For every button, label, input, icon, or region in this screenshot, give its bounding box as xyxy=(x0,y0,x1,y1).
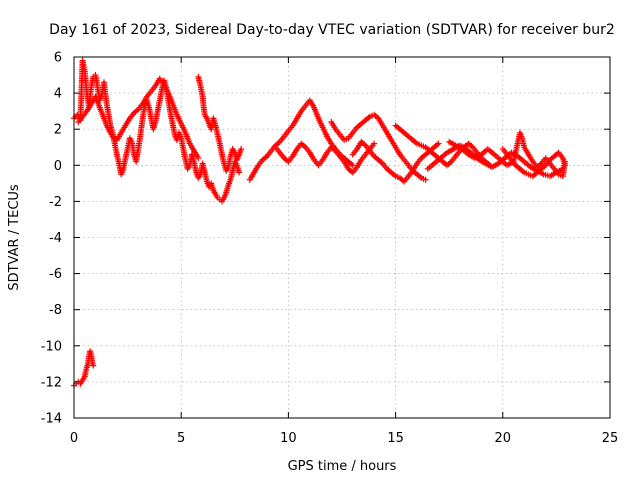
x-tick-label: 5 xyxy=(177,431,185,446)
grid xyxy=(74,57,610,418)
y-tick-label: 2 xyxy=(54,123,62,138)
y-tick-label: -14 xyxy=(41,412,62,427)
data-point xyxy=(238,146,245,153)
data-point xyxy=(422,176,429,183)
y-tick-label: 4 xyxy=(54,87,62,102)
x-tick-label: 0 xyxy=(70,431,78,446)
y-tick-label: 0 xyxy=(54,159,62,174)
data-point xyxy=(90,362,97,369)
x-tick-label: 25 xyxy=(602,431,619,446)
series-track-low-start xyxy=(71,348,97,389)
x-axis-label: GPS time / hours xyxy=(288,459,397,474)
data-plot-area xyxy=(71,57,568,389)
x-tick-label: 20 xyxy=(495,431,512,446)
data-point xyxy=(349,162,356,169)
series-track-7 xyxy=(349,138,442,185)
data-point xyxy=(561,162,568,169)
chart-title: Day 161 of 2023, Sidereal Day-to-day VTE… xyxy=(49,22,615,38)
series-track-1 xyxy=(71,57,243,205)
x-tick-label: 15 xyxy=(387,431,404,446)
series-track-2 xyxy=(75,75,202,162)
series-track-11 xyxy=(499,146,568,180)
y-tick-label: -4 xyxy=(49,231,62,246)
data-point xyxy=(435,140,442,147)
data-point xyxy=(195,155,202,162)
y-tick-label: -12 xyxy=(41,375,62,390)
y-axis-label: SDTVAR / TECUs xyxy=(7,184,22,291)
data-point xyxy=(371,140,378,147)
y-tick-label: 6 xyxy=(54,51,62,66)
data-point xyxy=(236,169,243,176)
series-track-3 xyxy=(195,73,245,174)
y-tick-label: -2 xyxy=(49,195,62,210)
series-track-6 xyxy=(328,111,429,183)
axis-ticks: 0 5 10 15 20 25 -14 -12 -10 -8 -6 -4 -2 0 2 4 6 xyxy=(41,51,619,447)
series-track-4 xyxy=(246,97,356,183)
y-tick-label: -10 xyxy=(41,339,62,354)
x-tick-label: 10 xyxy=(280,431,297,446)
y-tick-label: -8 xyxy=(49,303,62,318)
y-tick-label: -6 xyxy=(49,267,62,282)
